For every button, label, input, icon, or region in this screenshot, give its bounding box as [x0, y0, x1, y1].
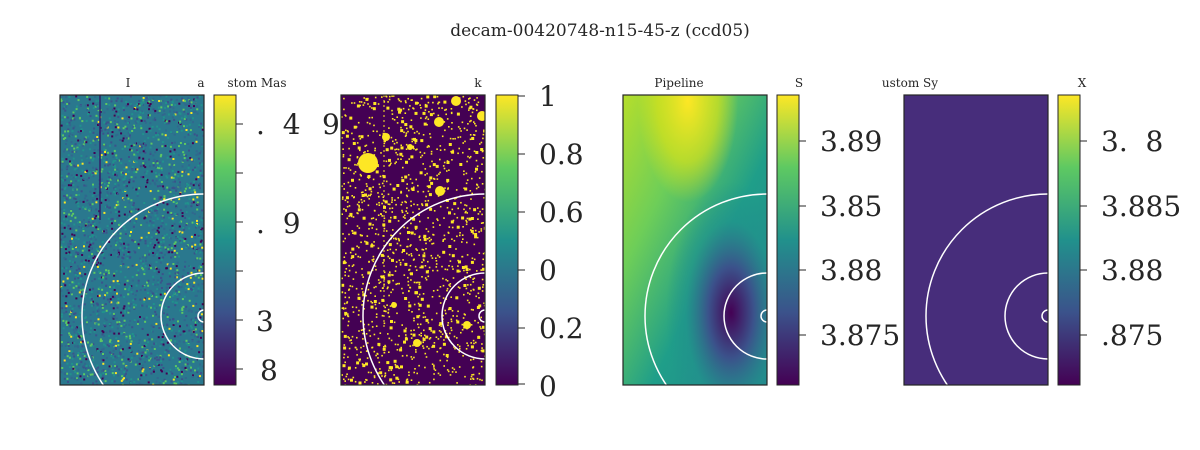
- colorbar-mask-tick-label: 0.2: [539, 312, 584, 345]
- colorbar-image-title: stom Mas: [228, 76, 287, 90]
- panel-pipeline-frame: [622, 94, 768, 386]
- colorbar-mask-tick-label: 0: [539, 370, 557, 403]
- colorbar-pipeline-tick-label: 3.85: [820, 190, 882, 223]
- panel-image: I a: [59, 76, 205, 386]
- colorbar-mask-ticks: [518, 95, 525, 385]
- panel-pipeline-dip: [623, 95, 767, 385]
- colorbar-image-ticks: [236, 123, 243, 370]
- colorbar-image-tick-label: 3: [256, 305, 274, 338]
- panel-custom-title-right: X: [1078, 76, 1087, 90]
- panel-image-frame: [59, 94, 205, 386]
- panel-pipeline-title-right: S: [795, 76, 803, 90]
- colorbar-custom-tick-label: .875: [1101, 319, 1163, 352]
- colorbar-pipeline-ticks: [799, 140, 806, 336]
- panel-custom-frame: [903, 94, 1049, 386]
- colorbar-mask-tick-label: 0: [539, 254, 557, 287]
- colorbar-image-tick-extra: 9: [322, 108, 340, 141]
- panel-pipeline-title-left: Pipeline: [654, 76, 703, 90]
- colorbar-image-tick-label: . 4: [256, 108, 301, 141]
- panel-pipeline-sky: Pipeline S: [622, 76, 803, 386]
- panel-mask-frame: [340, 94, 486, 386]
- colorbar-image-tick-label: 8: [260, 354, 278, 387]
- panel-custom-background: [904, 95, 1048, 385]
- figure-title: decam-00420748-n15-45-z (ccd05): [450, 21, 750, 41]
- panel-mask-title-right: k: [474, 76, 482, 90]
- colorbar-custom-tick-label: 3.885: [1101, 190, 1181, 223]
- panel-mask-noise: [341, 95, 485, 385]
- colorbar-mask-tick-label: 0.8: [539, 138, 584, 171]
- panel-custom-title-left: ustom Sy: [882, 76, 938, 90]
- panel-pipeline-annotation-circles: [644, 193, 767, 385]
- colorbar-mask-tick-label: 1: [539, 80, 557, 113]
- colorbar-image-gradient: [213, 94, 237, 386]
- colorbar-custom-ticks: [1080, 140, 1087, 336]
- panel-image-title-right: a: [197, 76, 204, 90]
- panel-custom-sky: ustom Sy X: [882, 76, 1087, 386]
- colorbar-mask: 1 0.8 0.6 0 0.2 0: [495, 80, 584, 403]
- panel-mask-blobs: [358, 96, 485, 347]
- colorbar-pipeline-tick-label: 3.875: [820, 319, 900, 352]
- colorbar-custom-gradient: [1057, 94, 1081, 386]
- colorbar-custom: 3. 8 3.885 3.88 .875: [1057, 94, 1181, 386]
- colorbar-pipeline: 3.89 3.85 3.88 3.875: [776, 94, 900, 386]
- colorbar-mask-tick-label: 0.6: [539, 196, 584, 229]
- panel-image-annotation-circles: [81, 193, 204, 385]
- colorbar-custom-tick-label: 3. 8: [1101, 125, 1163, 158]
- panel-mask: k: [340, 76, 486, 386]
- colorbar-image-tick-label: . 9: [256, 207, 301, 240]
- colorbar-mask-gradient: [495, 94, 519, 386]
- panel-image-title-left: I: [126, 76, 131, 90]
- colorbar-pipeline-tick-label: 3.88: [820, 254, 882, 287]
- panel-custom-annotation-circles: [925, 193, 1048, 385]
- colorbar-pipeline-tick-label: 3.89: [820, 125, 882, 158]
- colorbar-pipeline-gradient: [776, 94, 800, 386]
- colorbar-image: stom Mas . 4 9 . 9 3 8: [213, 76, 340, 387]
- panel-mask-annotation-circles: [362, 193, 485, 385]
- colorbar-custom-tick-label: 3.88: [1101, 254, 1163, 287]
